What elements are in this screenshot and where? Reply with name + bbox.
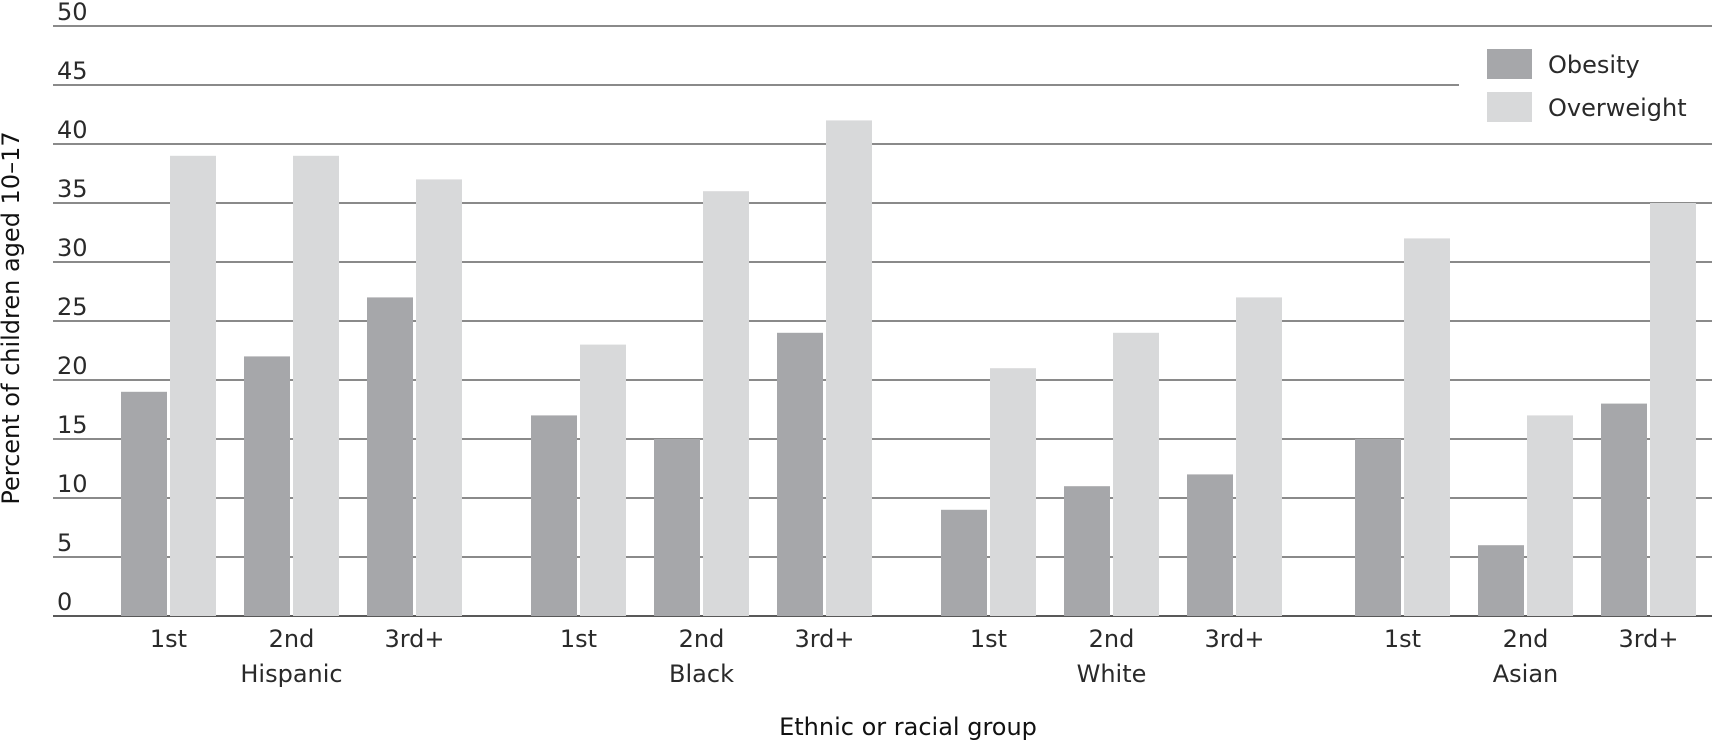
y-tick-label: 35 [57,175,88,203]
legend-swatch-obesity [1487,49,1532,79]
x-tick-label: 3rd+ [384,625,444,653]
y-axis-title: Percent of children aged 10–17 [0,131,25,504]
legend-label-obesity: Obesity [1548,51,1640,79]
bars [121,120,1696,617]
bar-overweight [293,155,339,617]
bar-overweight [1527,415,1573,616]
bar-overweight [170,155,216,617]
x-tick-label: 3rd+ [1204,625,1264,653]
bar-overweight [703,191,749,616]
bar-overweight [1650,203,1696,616]
x-axis-labels: 1st 2nd 3rd+ Hispanic 1st 2nd 3rd+ Black 1st 2nd 3… [150,625,1679,688]
bar-obesity [1355,439,1401,616]
bar-overweight [416,179,462,616]
bar-obesity [244,356,290,616]
bar-overweight [826,120,872,617]
x-tick-label: 1st [150,625,187,653]
y-tick-label: 30 [57,234,88,262]
bar-overweight [1404,238,1450,616]
y-tick-label: 45 [57,57,88,85]
x-tick-label: 1st [970,625,1007,653]
y-axis-ticks: 0 5 10 15 20 25 30 35 40 45 50 [57,0,88,616]
x-axis-title: Ethnic or racial group [779,713,1037,740]
y-tick-label: 50 [57,0,88,26]
bar-obesity [121,391,167,616]
y-tick-label: 10 [57,470,88,498]
bar-obesity [1064,486,1110,616]
x-tick-label: 2nd [269,625,315,653]
bar-overweight [990,368,1036,616]
bar-obesity [654,439,700,616]
x-tick-label: 3rd+ [1618,625,1678,653]
bar-overweight [1236,297,1282,616]
y-tick-label: 5 [57,529,72,557]
x-tick-label: 3rd+ [794,625,854,653]
x-tick-label: 2nd [679,625,725,653]
x-tick-label: 2nd [1503,625,1549,653]
bar-obesity [1601,403,1647,616]
y-tick-label: 15 [57,411,88,439]
y-tick-label: 20 [57,352,88,380]
legend: Obesity Overweight [1487,49,1687,122]
legend-label-overweight: Overweight [1548,94,1687,122]
bar-obesity [531,415,577,616]
x-tick-label: 2nd [1089,625,1135,653]
group-label: Asian [1493,660,1559,688]
group-label: White [1077,660,1147,688]
y-tick-label: 40 [57,116,88,144]
legend-swatch-overweight [1487,92,1532,122]
bar-obesity [941,509,987,616]
group-label: Hispanic [240,660,342,688]
y-tick-label: 25 [57,293,88,321]
bar-obesity [367,297,413,616]
bar-obesity [1478,545,1524,616]
group-label: Black [669,660,734,688]
bar-overweight [580,344,626,616]
x-tick-label: 1st [560,625,597,653]
x-tick-label: 1st [1384,625,1421,653]
bar-overweight [1113,332,1159,616]
y-tick-label: 0 [57,588,72,616]
bar-obesity [777,332,823,616]
bar-obesity [1187,474,1233,616]
